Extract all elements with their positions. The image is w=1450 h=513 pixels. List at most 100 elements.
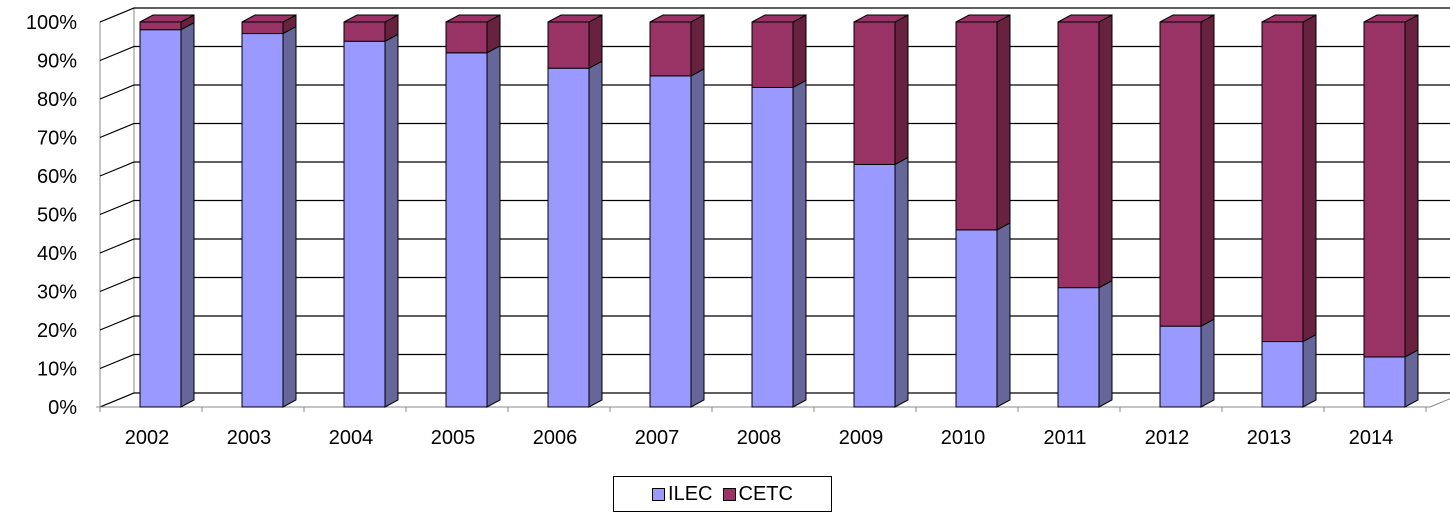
bar-top (751, 14, 807, 23)
bar-front (241, 33, 284, 408)
x-tick-label: 2005 (431, 427, 476, 449)
bar-top (955, 14, 1011, 23)
bar-cetc-2002 (139, 14, 195, 31)
bar-front (1159, 21, 1202, 327)
y-tick-label: 30% (37, 282, 77, 304)
x-tick-label: 2006 (533, 427, 578, 449)
bar-top (445, 14, 501, 23)
bar-front (853, 163, 896, 408)
bar-ilec-2013 (1261, 333, 1317, 408)
y-tick-label: 100% (26, 12, 77, 34)
legend-label-cetc: CETC (738, 482, 793, 505)
bar-side (792, 14, 807, 89)
bar-side (588, 60, 603, 408)
bar-top (241, 14, 297, 23)
y-axis-labels: 0% 10% 20% 30% 40% 50% 60% 70% 80% 90% 100% (26, 12, 77, 419)
bar-top (343, 14, 399, 23)
gridline (99, 84, 1450, 100)
bar-side (1200, 318, 1215, 408)
gridlines (96, 7, 1450, 412)
bar-front (445, 21, 488, 54)
y-tick-label: 90% (37, 51, 77, 73)
bar-ilec-2002 (139, 21, 195, 408)
gridline (99, 199, 1450, 216)
bar-top (1159, 14, 1215, 23)
bar-front (751, 21, 794, 88)
x-axis-labels: 2002 2003 2004 2005 2006 2007 2008 2009 2010 2011… (125, 427, 1394, 449)
bar-side (996, 14, 1011, 231)
bar-front (139, 29, 182, 408)
bar-ilec-2005 (445, 44, 501, 408)
bar-top (139, 14, 195, 23)
x-tick-label: 2010 (941, 427, 986, 449)
bar-side (1098, 14, 1113, 289)
gridline (99, 276, 1450, 293)
bar-front (1363, 21, 1406, 358)
bar-front (1159, 325, 1202, 408)
bar-side (588, 14, 603, 70)
bar-cetc-2010 (955, 14, 1011, 231)
gridline (99, 392, 1450, 408)
bar-front (649, 75, 692, 408)
bar-cetc-2011 (1057, 14, 1113, 289)
bar-cetc-2006 (547, 14, 603, 70)
y-tick-label: 60% (37, 166, 77, 188)
gridline (99, 315, 1450, 331)
bar-cetc-2013 (1261, 14, 1317, 343)
bar-front (955, 229, 998, 408)
bar-front (1261, 341, 1304, 408)
bar-front (1057, 287, 1100, 408)
x-tick-label: 2008 (737, 427, 782, 449)
bar-top (649, 14, 705, 23)
bar-front (751, 86, 794, 408)
bar-top (853, 14, 909, 23)
bar-ilec-2010 (955, 222, 1011, 408)
bar-side (1200, 14, 1215, 327)
bar-side (996, 222, 1011, 408)
bar-side (180, 21, 195, 408)
bar-front (1057, 21, 1100, 289)
bar-side (690, 68, 705, 408)
bar-front (343, 21, 386, 42)
bar-cetc-2012 (1159, 14, 1215, 327)
bar-cetc-2005 (445, 14, 501, 54)
bar-ilec-2009 (853, 156, 909, 408)
x-tick-label: 2004 (329, 427, 374, 449)
bar-ilec-2011 (1057, 279, 1113, 408)
bar-cetc-2014 (1363, 14, 1419, 358)
bar-front (649, 21, 692, 77)
bar-front (445, 52, 488, 408)
legend-item-ilec: ILEC (652, 483, 713, 506)
gridline (99, 238, 1450, 254)
bar-side (894, 156, 909, 408)
bar-cetc-2004 (343, 14, 399, 43)
bar-side (1098, 279, 1113, 408)
bar-ilec-2006 (547, 60, 603, 408)
bar-side (1302, 14, 1317, 343)
x-tick-label: 2012 (1145, 427, 1190, 449)
y-tick-label: 0% (48, 397, 77, 419)
x-tick-label: 2013 (1247, 427, 1292, 449)
bar-top (1261, 14, 1317, 23)
gridline (99, 45, 1450, 62)
legend-swatch-ilec (652, 487, 666, 501)
bar-side (792, 79, 807, 408)
bar-cetc-2003 (241, 14, 297, 35)
bar-front (547, 67, 590, 408)
bar-cetc-2008 (751, 14, 807, 89)
x-tick-label: 2009 (839, 427, 884, 449)
bar-ilec-2004 (343, 33, 399, 408)
bar-top (1363, 14, 1419, 23)
legend: ILEC CETC (613, 476, 832, 512)
bar-ilec-2007 (649, 68, 705, 408)
bar-front (1363, 356, 1406, 408)
bar-front (1261, 21, 1304, 343)
bar-front (241, 21, 284, 35)
bar-top (1057, 14, 1113, 23)
bar-side (1404, 14, 1419, 358)
y-tick-label: 50% (37, 205, 77, 227)
gridline (99, 161, 1450, 177)
bar-front (853, 21, 896, 165)
legend-swatch-cetc (722, 487, 736, 501)
